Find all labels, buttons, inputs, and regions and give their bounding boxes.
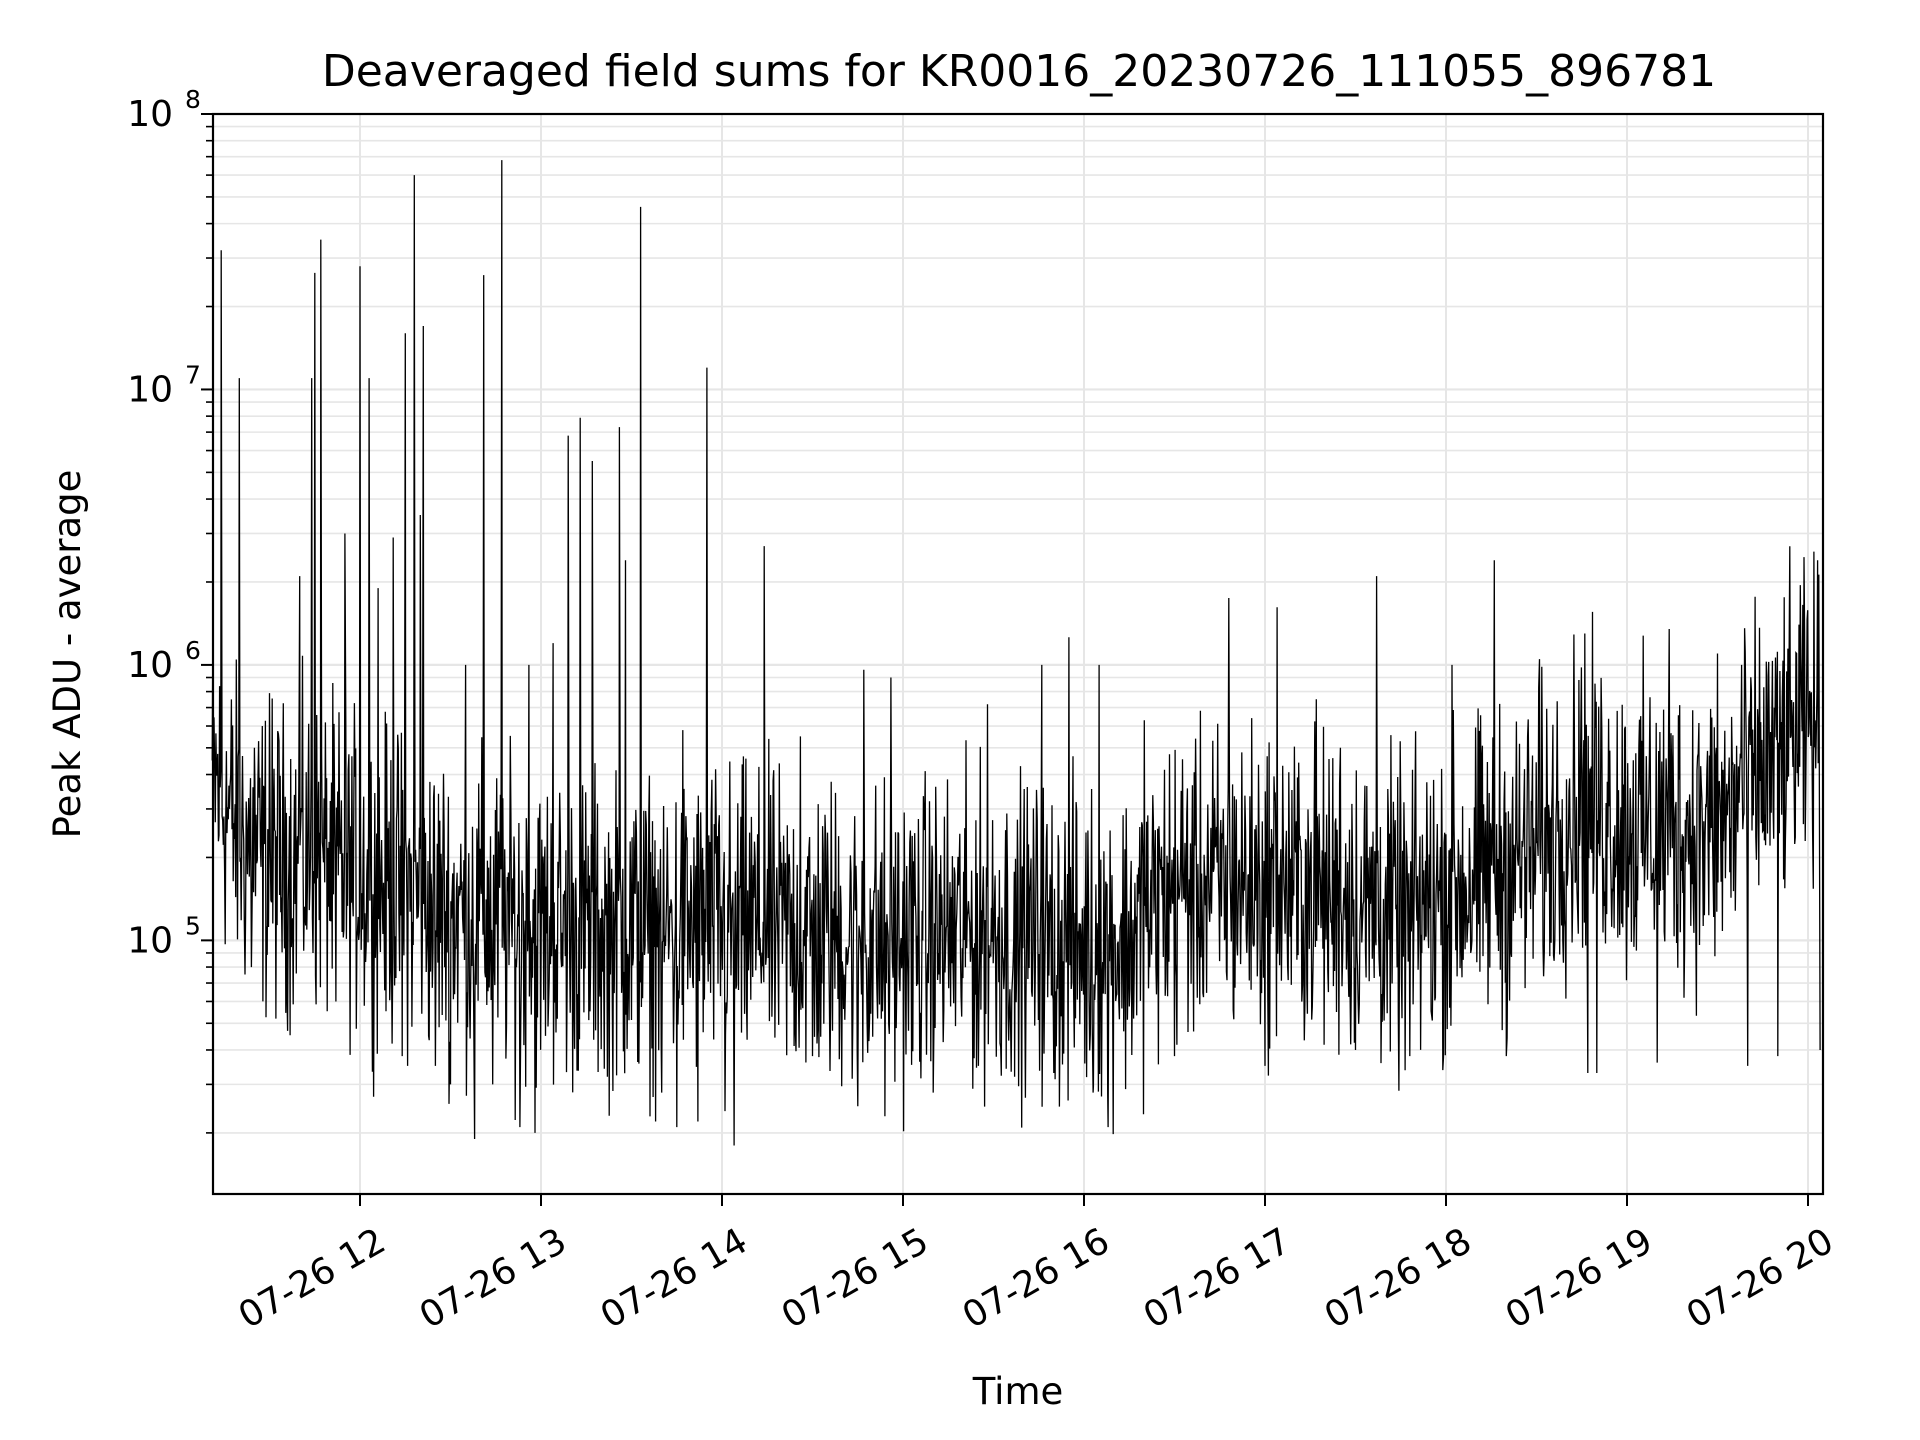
chart-title: Deaveraged field sums for KR0016_2023072… [322,46,1716,97]
x-axis-label: Time [972,1370,1064,1413]
y-axis-label: Peak ADU - average [46,470,89,839]
y-axis: 10 5 10 6 10 7 10 8 [127,85,213,1134]
y-tick-exponent: 6 [185,636,201,665]
y-tick-label: 10 [127,920,173,961]
y-tick-label: 10 [127,369,173,410]
series-path [211,160,1821,1146]
grid [213,114,1823,1194]
y-tick-exponent: 7 [185,360,201,389]
series-line [211,160,1821,1146]
y-tick-exponent: 5 [185,911,201,940]
y-tick-exponent: 8 [185,85,201,114]
y-tick-label: 10 [127,94,173,135]
plot-area-frame [211,112,1825,1196]
y-tick-label: 10 [127,645,173,686]
